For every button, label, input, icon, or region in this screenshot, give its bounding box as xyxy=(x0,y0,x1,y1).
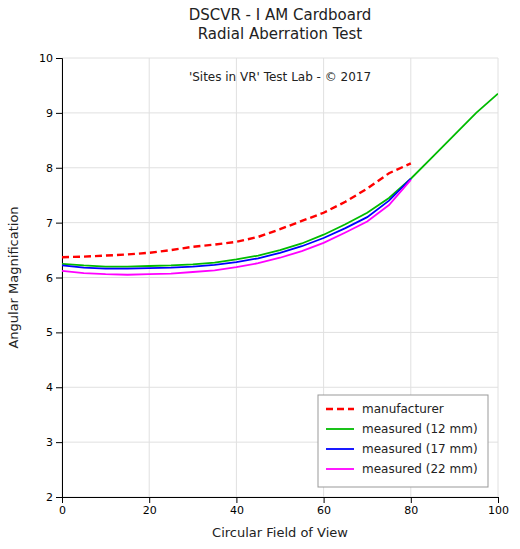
legend-item: measured (17 mm) xyxy=(326,442,478,456)
subtitle: 'Sites in VR' Test Lab - © 2017 xyxy=(189,70,371,84)
legend-item: measured (22 mm) xyxy=(326,462,478,476)
tick: 4 xyxy=(46,381,62,394)
tick: 7 xyxy=(46,217,62,230)
legend-label: measured (22 mm) xyxy=(362,462,478,476)
grid-line-y xyxy=(62,277,498,278)
title: DSCVR - I AM CardboardRadial Aberration … xyxy=(189,6,372,43)
series-line xyxy=(62,180,411,275)
tick: 20 xyxy=(143,497,157,517)
tick-label: 3 xyxy=(46,436,53,449)
tick-mark xyxy=(236,497,237,503)
tick: 60 xyxy=(317,497,331,517)
tick-mark xyxy=(56,58,62,59)
tick-label: 9 xyxy=(46,107,53,120)
legend: manufacturer measured (12 mm) measured (17… xyxy=(318,395,488,487)
y-axis: 2 3 4 5 6 7 8 9 10 xyxy=(39,52,63,504)
series-group xyxy=(62,94,498,275)
chart-svg: 0 20 40 60 80 100 2 3 4 5 6 7 8 9 10 'Sites in VR' Test… xyxy=(0,0,520,549)
tick-mark xyxy=(324,497,325,503)
tick: 40 xyxy=(230,497,244,517)
legend-label: measured (17 mm) xyxy=(362,442,478,456)
tick: 8 xyxy=(46,162,62,175)
series-line xyxy=(62,94,498,267)
tick-mark xyxy=(149,497,150,503)
x-axis-label: Circular Field of View xyxy=(212,525,348,540)
tick-label: 8 xyxy=(46,162,53,175)
tick-label: 20 xyxy=(143,504,157,517)
legend-box xyxy=(318,395,488,487)
tick-mark xyxy=(56,442,62,443)
axis-line xyxy=(63,498,499,504)
grid xyxy=(62,58,498,497)
tick-mark xyxy=(56,497,62,498)
legend-swatch xyxy=(326,468,354,470)
title-line: Radial Aberration Test xyxy=(198,25,363,43)
legend-label: manufacturer xyxy=(362,402,444,416)
tick-mark xyxy=(56,278,62,279)
tick-label: 2 xyxy=(46,491,53,504)
plot-area: 0 20 40 60 80 100 2 3 4 5 6 7 8 9 10 'Sites in VR' Test… xyxy=(39,52,509,517)
tick: 0 xyxy=(59,497,66,517)
legend-item: manufacturer xyxy=(326,402,444,416)
tick-mark xyxy=(56,168,62,169)
tick: 3 xyxy=(46,436,62,449)
x-axis: 0 20 40 60 80 100 xyxy=(59,497,509,517)
tick: 10 xyxy=(39,52,62,65)
tick-label: 6 xyxy=(46,272,53,285)
grid-line-y xyxy=(62,387,498,388)
tick-label: 7 xyxy=(46,217,53,230)
series-line xyxy=(62,179,411,269)
legend-swatch xyxy=(326,408,354,410)
tick: 100 xyxy=(488,497,509,517)
tick: 5 xyxy=(46,326,62,339)
tick-label: 4 xyxy=(46,381,53,394)
tick: 6 xyxy=(46,272,62,285)
grid-line-y xyxy=(62,112,498,113)
grid-line-y xyxy=(62,58,498,59)
tick-mark xyxy=(56,113,62,114)
tick-mark xyxy=(411,497,412,503)
tick-label: 10 xyxy=(39,52,53,65)
tick-label: 40 xyxy=(230,504,244,517)
grid-line-y xyxy=(62,222,498,223)
tick-mark xyxy=(498,497,499,503)
legend-swatch xyxy=(326,448,354,450)
legend-item: measured (12 mm) xyxy=(326,422,478,436)
chart-container: 0 20 40 60 80 100 2 3 4 5 6 7 8 9 10 'Sites in VR' Test… xyxy=(0,0,520,549)
tick-mark xyxy=(56,387,62,388)
series-line xyxy=(62,163,411,257)
grid-line-y xyxy=(62,167,498,168)
tick: 9 xyxy=(46,107,62,120)
tick-label: 0 xyxy=(59,504,66,517)
tick-label: 5 xyxy=(46,326,53,339)
tick-mark xyxy=(56,332,62,333)
tick-label: 60 xyxy=(317,504,331,517)
legend-label: measured (12 mm) xyxy=(362,422,478,436)
grid-line-y xyxy=(62,332,498,333)
title-line: DSCVR - I AM Cardboard xyxy=(189,6,372,24)
tick: 2 xyxy=(46,491,62,504)
tick-label: 100 xyxy=(488,504,509,517)
tick: 80 xyxy=(404,497,418,517)
y-axis-label: Angular Magnification xyxy=(6,206,21,348)
tick-mark xyxy=(56,223,62,224)
tick-label: 80 xyxy=(404,504,418,517)
axis-line xyxy=(56,59,63,498)
legend-swatch xyxy=(326,428,354,430)
